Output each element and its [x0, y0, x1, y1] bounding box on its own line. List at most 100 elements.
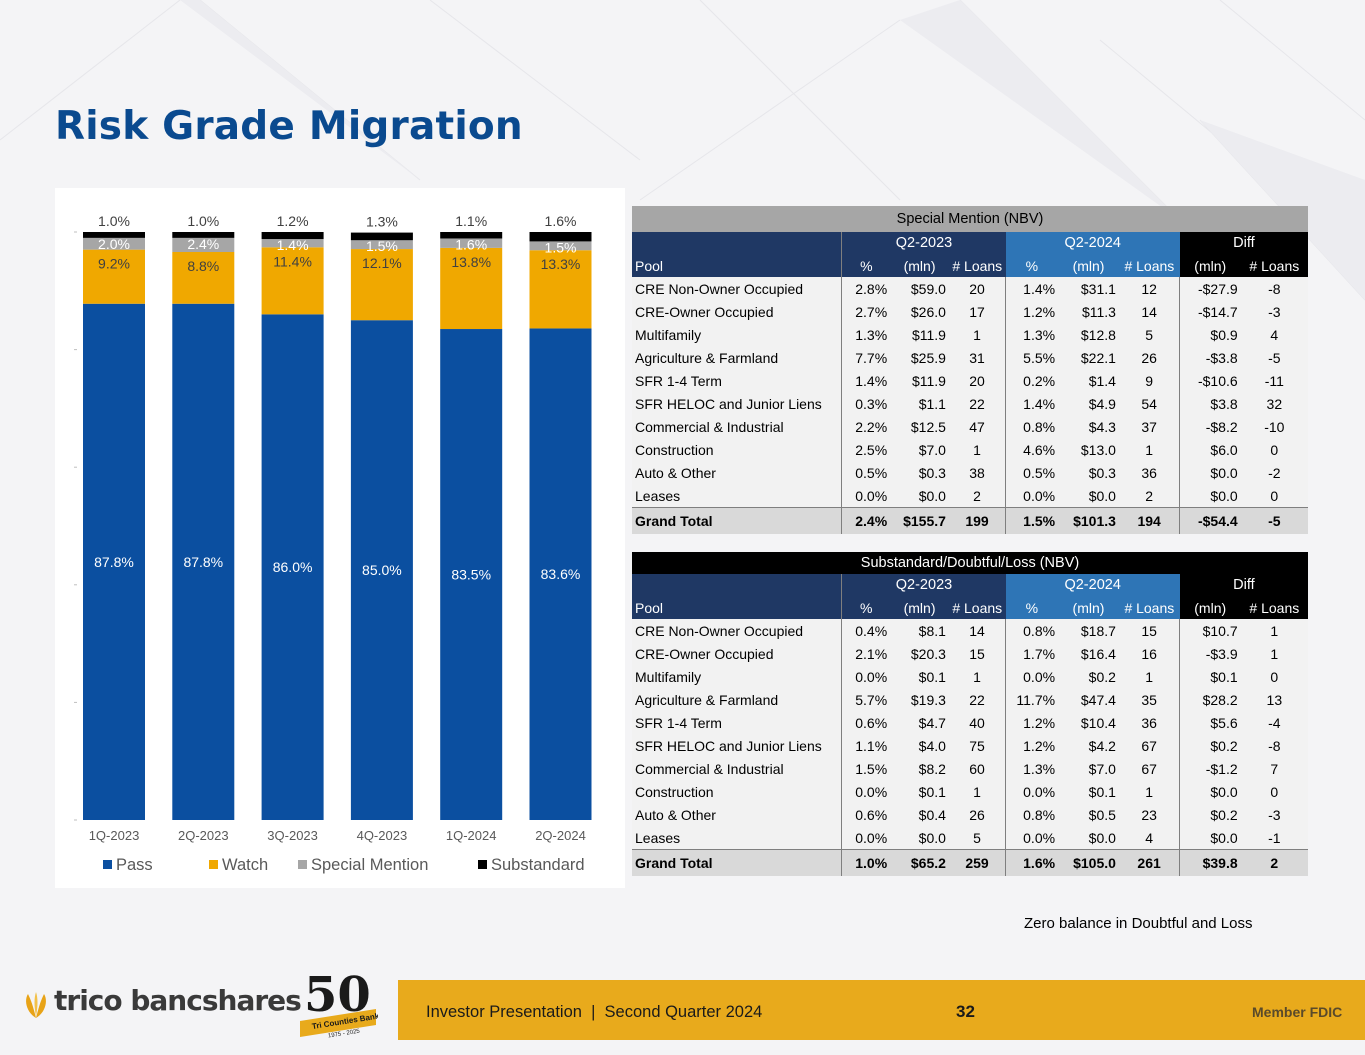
bar-segment-substandard	[172, 232, 235, 238]
grand-total-cell: 1.0%	[841, 849, 891, 876]
table-cell: 0.3%	[841, 392, 891, 415]
table-cell: $0.0	[1088, 487, 1116, 504]
table-cell: 1	[1145, 441, 1154, 458]
data-label-pass: 87.8%	[94, 554, 134, 570]
table-cell: $0.0	[918, 487, 946, 504]
grand-total-cell: $65.2	[890, 849, 949, 876]
table-cell: $0.3	[918, 464, 946, 481]
bar-segment-substandard	[350, 232, 413, 241]
data-label-watch: 13.8%	[451, 254, 491, 270]
table-cell: 5	[1145, 326, 1154, 343]
grand-total-label: Grand Total	[632, 507, 842, 534]
table-cell: $4.2	[1088, 737, 1116, 754]
group-header-blank	[632, 232, 842, 254]
table-cell: 9	[1145, 372, 1154, 389]
table-cell: 2.1%	[841, 642, 891, 665]
group-header-q2-2023: Q2-2023	[841, 574, 1006, 596]
x-tick-label: 3Q-2023	[267, 828, 318, 843]
data-label-watch: 9.2%	[98, 256, 130, 272]
grand-total-cell: $105.0	[1058, 849, 1119, 876]
data-label-pass: 86.0%	[273, 559, 313, 575]
table-cell: 0.0%	[1005, 780, 1059, 803]
table-cell: $26.0	[910, 303, 946, 320]
table-cell: $0.4	[918, 806, 946, 823]
data-label-special-mention: 1.6%	[455, 236, 487, 252]
table-cell: 26	[969, 806, 985, 823]
data-label-pass: 85.0%	[362, 562, 402, 578]
table-cell: 7.7%	[841, 346, 891, 369]
table-cell: -$27.9	[1179, 277, 1241, 300]
table-cell: 1	[973, 783, 981, 800]
data-label-special-mention: 1.5%	[366, 238, 398, 254]
bar-segment-special-mention	[261, 239, 324, 248]
table-cell: $6.0	[1179, 438, 1241, 461]
table-cell: -8	[1268, 737, 1281, 754]
table-cell: 0.8%	[1005, 415, 1059, 438]
pool-name-cell: CRE Non-Owner Occupied	[635, 280, 804, 297]
table-cell: 40	[969, 714, 985, 731]
table-cell: -$3.8	[1179, 346, 1241, 369]
table-cell: $20.3	[910, 645, 946, 662]
table-row: Agriculture & Farmland 7.7% $25.9 31 5.5% $22…	[632, 346, 1308, 369]
table-cell: 14	[1141, 303, 1157, 320]
group-header-q2-2024: Q2-2024	[1005, 574, 1180, 596]
substandard-table-title: Substandard/Doubtful/Loss (NBV)	[632, 552, 1308, 574]
table-cell: 5.7%	[841, 688, 891, 711]
pool-name-cell: Multifamily	[635, 326, 702, 343]
table-cell: 0.0%	[1005, 665, 1059, 688]
table-cell: 1	[973, 326, 981, 343]
legend-item-pass: Pass	[103, 856, 153, 875]
group-header-q2-2024: Q2-2024	[1005, 232, 1180, 254]
member-fdic: Member FDIC	[1252, 1004, 1343, 1020]
column-header: # Loans	[948, 254, 1006, 277]
table-cell: 0.0%	[841, 780, 891, 803]
table-cell: 2.8%	[841, 277, 891, 300]
table-cell: 17	[969, 303, 985, 320]
legend-swatch-watch	[209, 860, 218, 869]
table-row: SFR HELOC and Junior Liens 0.3% $1.1 22 1.4%…	[632, 392, 1308, 415]
table-cell: $1.4	[1088, 372, 1116, 389]
table-cell: $11.9	[911, 326, 946, 343]
data-label-substandard: 1.6%	[545, 213, 577, 229]
table-cell: $4.3	[1088, 418, 1116, 435]
table-cell: 0	[1270, 441, 1279, 458]
table-row: CRE-Owner Occupied 2.1% $20.3 15 1.7% $16.4 16…	[632, 642, 1308, 665]
table-cell: 11.7%	[1005, 688, 1059, 711]
column-header: Pool	[632, 254, 842, 277]
page-title: Risk Grade Migration	[55, 104, 523, 149]
table-cell: 1	[1270, 645, 1279, 662]
table-cell: 31	[969, 349, 985, 366]
table-cell: 0.0%	[841, 826, 891, 850]
bar-segment-watch	[529, 250, 592, 329]
table-cell: 1.3%	[1005, 323, 1059, 346]
pool-name-cell: Leases	[635, 487, 681, 504]
column-header: # Loans	[1118, 596, 1180, 619]
table-cell: 5.5%	[1005, 346, 1059, 369]
data-label-pass: 83.6%	[541, 566, 581, 582]
pool-name-cell: SFR HELOC and Junior Liens	[635, 737, 822, 754]
group-header-diff: Diff	[1179, 574, 1308, 596]
table-cell: $7.0	[918, 441, 946, 458]
table-row: Leases 0.0% $0.0 5 0.0% $0.0 4 $0.0 -1	[632, 826, 1308, 850]
table-cell: $16.4	[1080, 645, 1116, 662]
data-label-watch: 13.3%	[541, 256, 581, 272]
data-label-substandard: 1.0%	[98, 213, 130, 229]
table-row: CRE-Owner Occupied 2.7% $26.0 17 1.2% $11.3 14…	[632, 300, 1308, 323]
table-cell: $0.1	[1179, 665, 1241, 688]
table-cell: $0.0	[1179, 461, 1241, 484]
logo-mark-icon	[26, 992, 46, 1018]
table-cell: $10.7	[1179, 619, 1241, 642]
grand-total-cell: 1.6%	[1005, 849, 1059, 876]
table-row: Multifamily 0.0% $0.1 1 0.0% $0.2 1 $0.1 0	[632, 665, 1308, 688]
table-cell: 0.0%	[841, 484, 891, 508]
table-cell: 0.4%	[841, 619, 891, 642]
table-cell: 67	[1141, 737, 1157, 754]
table-cell: 1.2%	[1005, 711, 1059, 734]
table-cell: $0.0	[1179, 484, 1241, 508]
table-cell: $0.2	[1179, 734, 1241, 757]
table-cell: 0	[1270, 487, 1279, 504]
table-cell: 54	[1141, 395, 1157, 412]
footer-bar	[398, 980, 1365, 1040]
table-cell: 0	[1270, 668, 1279, 685]
column-header: %	[1005, 596, 1059, 619]
